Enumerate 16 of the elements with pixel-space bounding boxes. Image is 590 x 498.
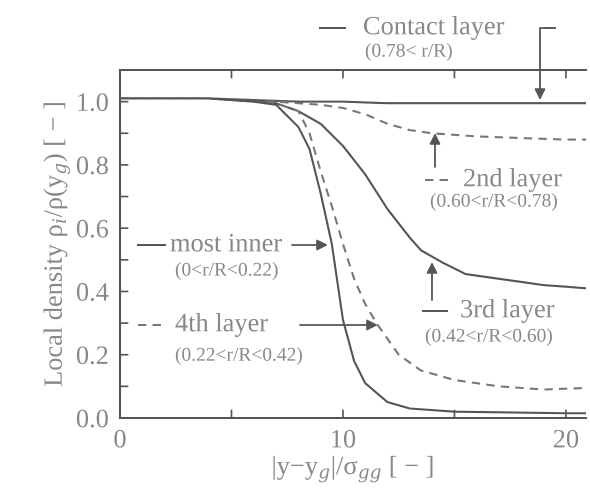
- y-axis-title: Local density ρ$_{i}$/ρ(y$_{g}$) [ − ]: [43, 103, 70, 386]
- y-tick-label: 0.0: [76, 410, 108, 428]
- y-tick-label: 0.2: [76, 346, 108, 364]
- x-tick-label: 20: [554, 430, 578, 448]
- legend-label: Contact layer (0.78< r/R): [364, 16, 504, 61]
- legend-label: 3rd layer (0.42<r/R<0.60): [426, 298, 554, 346]
- legend-label: 4th layer (0.22<r/R<0.42): [176, 312, 302, 365]
- x-tick-label: 10: [332, 430, 356, 448]
- y-tick-label: 0.8: [76, 156, 108, 174]
- x-axis-title: |y−y$_{g}$|/σ$_{gg}$ [ − ]: [273, 456, 432, 482]
- x-tick-label: 0: [114, 430, 126, 448]
- y-tick-label: 0.4: [76, 283, 108, 301]
- y-tick-label: 1.0: [78, 93, 108, 112]
- legend-label: most inner (0<r/R<0.22): [170, 234, 282, 280]
- y-tick-label: 0.6: [76, 220, 108, 238]
- legend-label: 2nd layer (0.60<r/R<0.78): [430, 168, 562, 211]
